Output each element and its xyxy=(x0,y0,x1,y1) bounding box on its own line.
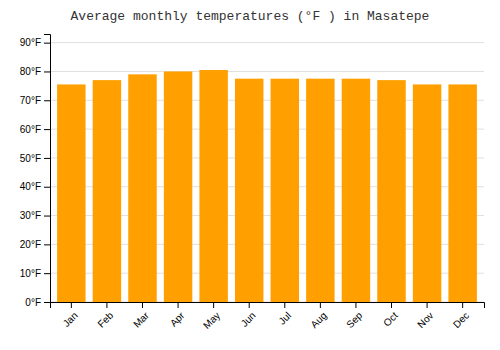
y-tick: 40°F xyxy=(20,181,50,192)
x-tick: May xyxy=(201,302,222,331)
y-tick-mark xyxy=(44,302,50,303)
y-tick: 20°F xyxy=(20,239,50,250)
x-tick-mark xyxy=(213,302,214,308)
x-tick-label: Mar xyxy=(131,309,151,329)
y-tick-mark xyxy=(44,100,50,101)
y-tick-mark xyxy=(44,71,50,72)
y-axis-line xyxy=(44,35,51,303)
x-tick-label: Jul xyxy=(276,310,293,327)
y-tick-mark xyxy=(44,158,50,159)
x-tick-label: Dec xyxy=(451,310,471,330)
bar xyxy=(57,84,85,302)
y-tick-mark xyxy=(44,216,50,217)
y-tick-label: 30°F xyxy=(20,210,41,221)
grid-line xyxy=(50,42,484,43)
x-tick-label: Apr xyxy=(168,309,187,328)
bar xyxy=(271,79,299,302)
x-tick-mark xyxy=(284,302,285,308)
chart: Average monthly temperatures (°F ) in Ma… xyxy=(0,0,500,350)
x-tick: Dec xyxy=(451,302,471,330)
x-tick-label: Oct xyxy=(381,310,400,329)
x-tick: Apr xyxy=(168,302,187,329)
bars xyxy=(57,70,477,302)
grid xyxy=(50,43,484,302)
x-tick-label: Aug xyxy=(308,310,328,330)
y-tick: 10°F xyxy=(20,268,50,279)
title: Average monthly temperatures (°F ) in Ma… xyxy=(71,9,430,24)
y-tick-mark xyxy=(44,273,50,274)
y-tick-label: 0°F xyxy=(25,297,41,308)
y-tick-label: 80°F xyxy=(20,66,41,77)
x-tick: Feb xyxy=(95,302,115,330)
x-tick-mark xyxy=(462,302,463,308)
y-tick: 50°F xyxy=(20,153,50,164)
y-tick-label: 70°F xyxy=(20,95,41,106)
plot: 0°F 10°F 20°F 30°F 40°F 50°F 60°F 70°F 80°F 90°F J… xyxy=(20,35,485,331)
bar xyxy=(93,80,121,302)
x-tick-label: Nov xyxy=(415,310,435,330)
y-tick-mark xyxy=(44,43,50,44)
y-tick: 70°F xyxy=(20,95,50,106)
y-tick: 30°F xyxy=(20,210,50,221)
bar xyxy=(128,74,156,302)
x-tick-mark xyxy=(391,302,392,308)
bar xyxy=(377,80,405,302)
x-tick-mark xyxy=(249,302,250,308)
x-tick-mark xyxy=(427,302,428,308)
x-tick-mark xyxy=(178,302,179,308)
x-tick-mark xyxy=(320,302,321,308)
bar xyxy=(164,71,192,302)
bar xyxy=(235,79,263,302)
y-axis: 0°F 10°F 20°F 30°F 40°F 50°F 60°F 70°F 80°F 90°F xyxy=(20,35,51,308)
x-tick: Jul xyxy=(276,302,293,327)
x-tick-mark xyxy=(355,302,356,308)
x-tick-mark xyxy=(106,302,107,308)
bar xyxy=(413,84,441,302)
bar xyxy=(306,79,334,302)
y-tick: 60°F xyxy=(20,124,50,135)
x-tick-label: May xyxy=(201,310,222,331)
y-tick-mark xyxy=(44,244,50,245)
y-tick-label: 90°F xyxy=(20,37,41,48)
x-tick: Mar xyxy=(131,302,151,330)
x-tick: Aug xyxy=(308,302,328,330)
bar xyxy=(199,70,227,302)
x-tick-label: Feb xyxy=(95,309,115,329)
x-tick-label: Jan xyxy=(61,310,80,329)
x-tick-label: Jun xyxy=(239,310,258,329)
grid-line xyxy=(50,71,484,72)
y-tick-label: 20°F xyxy=(20,239,41,250)
y-tick: 90°F xyxy=(20,37,50,48)
x-tick: Oct xyxy=(381,302,400,329)
x-tick-mark xyxy=(71,302,72,308)
x-tick: Jan xyxy=(61,302,80,329)
y-tick-label: 40°F xyxy=(20,181,41,192)
y-tick: 80°F xyxy=(20,66,50,77)
x-tick: Nov xyxy=(415,302,435,330)
bar xyxy=(448,84,476,302)
x-axis-line xyxy=(51,303,485,309)
y-tick-label: 10°F xyxy=(20,268,41,279)
bar xyxy=(342,79,370,302)
y-tick-label: 60°F xyxy=(20,124,41,135)
y-tick-mark xyxy=(44,129,50,130)
y-tick-label: 50°F xyxy=(20,153,41,164)
x-tick: Jun xyxy=(239,302,258,329)
x-tick-mark xyxy=(142,302,143,308)
y-tick: 0°F xyxy=(25,297,50,308)
y-tick-mark xyxy=(44,187,50,188)
x-tick: Sep xyxy=(344,302,365,330)
x-tick-label: Sep xyxy=(344,309,365,330)
x-axis: Jan Feb Mar Apr May Jun Jul Aug Sep Oct Nov Dec xyxy=(51,302,485,331)
